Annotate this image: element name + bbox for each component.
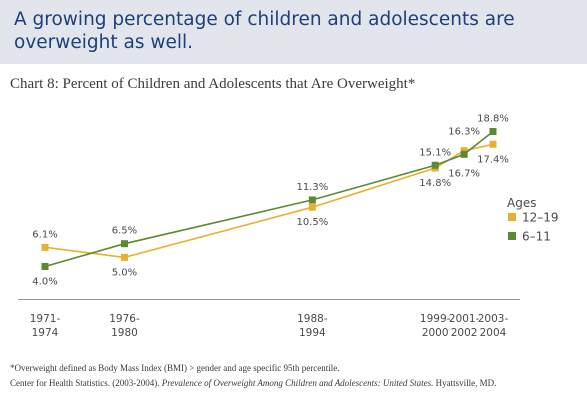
footnote-source-prefix: Center for Health Statistics. (2003-2004… (10, 378, 162, 388)
data-label-ages-12-19: 16.3% (448, 127, 480, 138)
x-tick-label-bottom: 1980 (111, 327, 138, 339)
footnote-source-title: Prevalence of Overweight Among Children … (161, 378, 434, 388)
data-label-ages-6-11: 18.8% (477, 114, 509, 125)
legend-title: Ages (507, 196, 536, 210)
data-point-ages-6-11 (41, 263, 49, 270)
data-label-ages-6-11: 16.7% (448, 168, 480, 179)
x-tick-label-top: 1999- (420, 313, 451, 325)
legend-swatch (508, 232, 516, 240)
x-tick-label-bottom: 2002 (451, 327, 478, 339)
data-label-ages-12-19: 5.0% (112, 267, 137, 278)
data-label-ages-6-11: 4.0% (32, 277, 57, 288)
data-point-ages-12-19 (41, 243, 49, 251)
data-point-ages-6-11 (308, 196, 316, 204)
data-label-ages-12-19: 17.4% (477, 154, 509, 165)
x-tick-label-bottom: 2000 (422, 327, 449, 339)
x-tick-label-bottom: 1994 (299, 327, 326, 339)
data-point-ages-6-11 (431, 161, 439, 169)
x-tick-label-bottom: 2004 (480, 327, 507, 339)
series-line-ages-12-19 (44, 143, 494, 259)
data-point-ages-6-11 (120, 240, 128, 248)
data-point-ages-12-19 (489, 140, 497, 148)
x-tick-label-top: 1988- (297, 313, 328, 325)
x-tick-label-top: 1976- (109, 313, 140, 325)
data-label-ages-6-11: 15.1% (419, 147, 451, 158)
data-point-ages-12-19 (120, 253, 128, 261)
header-banner: A growing percentage of children and ado… (0, 0, 587, 64)
footnote-source: Center for Health Statistics. (2003-2004… (10, 378, 580, 388)
footnote-source-suffix: Hyattsville, MD. (433, 378, 497, 388)
footnote-definition: *Overweight defined as Body Mass Index (… (10, 363, 340, 373)
data-label-ages-6-11: 6.5% (112, 226, 137, 237)
legend-label: 12–19 (522, 211, 559, 225)
x-tick-label-top: 1971- (30, 313, 61, 325)
data-point-ages-6-11 (460, 150, 468, 158)
chart-title: Chart 8: Percent of Children and Adolesc… (10, 76, 416, 92)
data-point-ages-12-19 (460, 147, 468, 155)
x-tick-label-top: 2001- (449, 313, 480, 325)
legend-swatch (508, 213, 516, 221)
data-point-ages-6-11 (489, 128, 497, 135)
x-tick-label-bottom: 1974 (32, 327, 59, 339)
banner-title: A growing percentage of children and ado… (14, 9, 515, 53)
data-label-ages-12-19: 6.1% (32, 229, 57, 240)
data-point-ages-12-19 (308, 203, 316, 211)
series-line-ages-6-11 (44, 130, 494, 268)
data-label-ages-12-19: 10.5% (296, 217, 328, 228)
legend-label: 6–11 (522, 230, 551, 244)
x-tick-label-top: 2003- (478, 313, 509, 325)
data-label-ages-6-11: 11.3% (296, 182, 328, 193)
data-label-ages-12-19: 14.8% (419, 178, 451, 189)
